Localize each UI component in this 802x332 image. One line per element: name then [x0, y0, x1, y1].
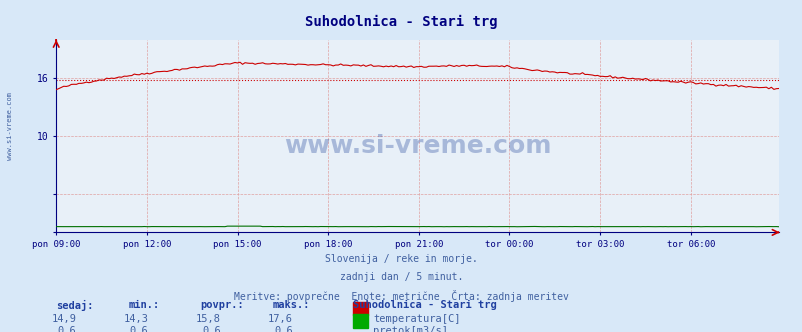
Text: 0,6: 0,6 [130, 326, 148, 332]
Text: Suhodolnica - Stari trg: Suhodolnica - Stari trg [353, 300, 496, 310]
Text: 14,9: 14,9 [51, 314, 76, 324]
Text: temperatura[C]: temperatura[C] [373, 314, 460, 324]
Text: Slovenija / reke in morje.: Slovenija / reke in morje. [325, 254, 477, 264]
Text: 0,6: 0,6 [58, 326, 76, 332]
Text: 14,3: 14,3 [124, 314, 148, 324]
Text: min.:: min.: [128, 300, 160, 310]
Text: 15,8: 15,8 [196, 314, 221, 324]
Text: maks.:: maks.: [273, 300, 310, 310]
Text: 17,6: 17,6 [268, 314, 293, 324]
Text: 0,6: 0,6 [274, 326, 293, 332]
Text: Meritve: povprečne  Enote: metrične  Črta: zadnja meritev: Meritve: povprečne Enote: metrične Črta:… [233, 290, 569, 302]
Text: Suhodolnica - Stari trg: Suhodolnica - Stari trg [305, 15, 497, 29]
Text: 0,6: 0,6 [202, 326, 221, 332]
Text: www.si-vreme.com: www.si-vreme.com [6, 92, 13, 160]
Text: www.si-vreme.com: www.si-vreme.com [283, 134, 551, 158]
Text: povpr.:: povpr.: [200, 300, 244, 310]
Text: zadnji dan / 5 minut.: zadnji dan / 5 minut. [339, 272, 463, 282]
Text: pretok[m3/s]: pretok[m3/s] [373, 326, 448, 332]
Text: sedaj:: sedaj: [56, 300, 94, 311]
